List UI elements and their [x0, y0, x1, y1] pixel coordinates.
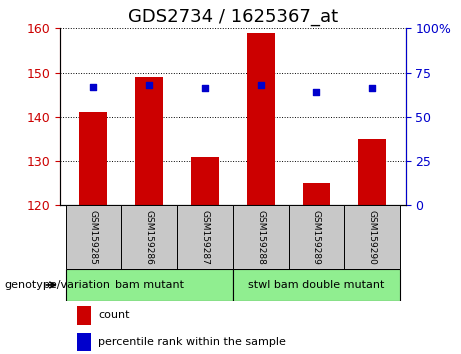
Bar	[247, 33, 275, 205]
Point	[368, 86, 376, 91]
Text: GSM159287: GSM159287	[201, 210, 209, 265]
Text: genotype/variation: genotype/variation	[5, 280, 111, 290]
Point	[257, 82, 264, 88]
Bar	[79, 112, 107, 205]
Bar	[191, 156, 219, 205]
Text: stwl bam double mutant: stwl bam double mutant	[248, 280, 384, 290]
Bar	[358, 139, 386, 205]
Bar	[344, 205, 400, 269]
Point	[90, 84, 97, 90]
Text: GSM159285: GSM159285	[89, 210, 98, 265]
Bar	[77, 306, 91, 325]
Bar	[65, 205, 121, 269]
Bar	[121, 205, 177, 269]
Text: percentile rank within the sample: percentile rank within the sample	[98, 337, 286, 347]
Point	[146, 82, 153, 88]
Bar	[302, 183, 331, 205]
Bar	[65, 269, 233, 301]
Text: GSM159288: GSM159288	[256, 210, 265, 265]
Bar	[233, 269, 400, 301]
Bar	[177, 205, 233, 269]
Bar	[233, 205, 289, 269]
Text: count: count	[98, 310, 130, 320]
Point	[313, 89, 320, 95]
Bar	[289, 205, 344, 269]
Text: GSM159286: GSM159286	[145, 210, 154, 265]
Bar	[135, 77, 163, 205]
Point	[201, 86, 209, 91]
Text: GSM159289: GSM159289	[312, 210, 321, 265]
Text: GSM159290: GSM159290	[368, 210, 377, 265]
Text: bam mutant: bam mutant	[115, 280, 183, 290]
Title: GDS2734 / 1625367_at: GDS2734 / 1625367_at	[128, 8, 338, 25]
Bar	[77, 333, 91, 351]
